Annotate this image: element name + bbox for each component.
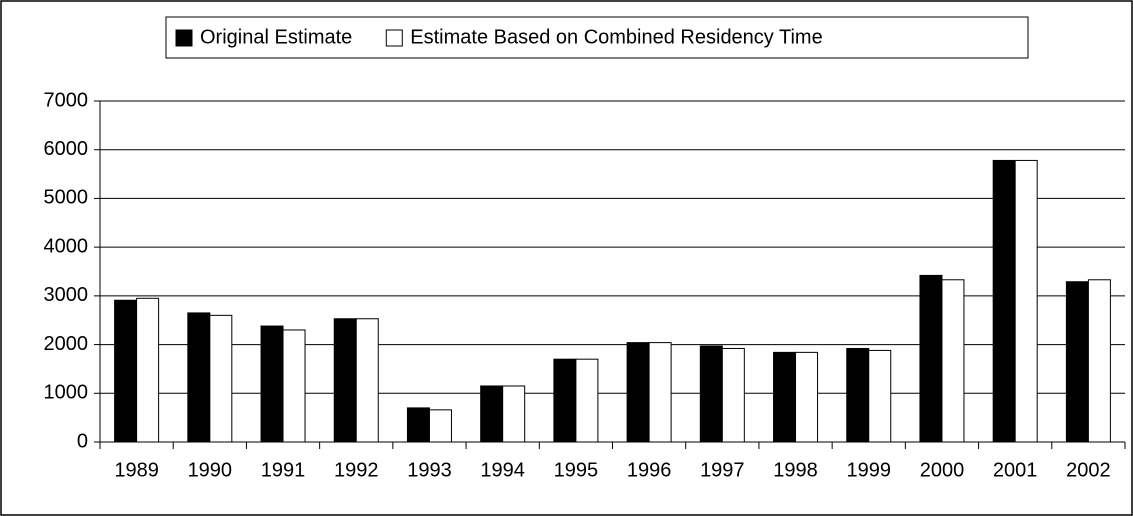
- legend-swatch: [175, 29, 193, 47]
- legend-box: [165, 16, 1029, 59]
- x-tick-label: 1996: [627, 459, 672, 481]
- y-tick-label: 3000: [44, 284, 89, 306]
- x-tick-label: 2000: [920, 459, 965, 481]
- x-tick-label: 1997: [700, 459, 745, 481]
- x-tick-label: 1995: [554, 459, 599, 481]
- bar: [187, 312, 211, 443]
- bar: [1065, 281, 1089, 443]
- y-tick-label: 1000: [44, 382, 89, 404]
- bar: [209, 314, 233, 443]
- x-tick-label: 1998: [773, 459, 818, 481]
- bar: [626, 342, 650, 443]
- y-tick-label: 6000: [44, 138, 89, 160]
- bar: [846, 347, 870, 443]
- bar: [648, 342, 672, 443]
- x-tick-label: 1994: [480, 459, 525, 481]
- bar: [721, 347, 745, 443]
- bar: [355, 318, 379, 443]
- bar: [502, 385, 526, 443]
- bar: [919, 274, 943, 443]
- legend-label: Original Estimate: [200, 26, 352, 48]
- bar: [553, 358, 577, 443]
- bar: [333, 318, 357, 443]
- x-tick-label: 2001: [993, 459, 1038, 481]
- y-tick-label: 0: [77, 430, 88, 452]
- bar: [575, 358, 599, 443]
- bar: [136, 297, 160, 443]
- y-tick-label: 2000: [44, 333, 89, 355]
- x-tick-label: 1993: [407, 459, 452, 481]
- bar: [992, 159, 1016, 443]
- legend-swatch: [385, 29, 403, 47]
- y-tick-label: 4000: [44, 235, 89, 257]
- x-tick-label: 2002: [1066, 459, 1111, 481]
- y-tick-label: 7000: [44, 89, 89, 111]
- bar: [428, 409, 452, 443]
- x-tick-label: 1990: [188, 459, 233, 481]
- x-tick-label: 1992: [334, 459, 379, 481]
- y-tick-label: 5000: [44, 187, 89, 209]
- bar: [699, 345, 723, 443]
- bar: [1087, 279, 1111, 443]
- x-tick-label: 1991: [261, 459, 306, 481]
- x-tick-label: 1989: [114, 459, 159, 481]
- bar: [260, 325, 284, 443]
- bar: [773, 351, 797, 443]
- bar: [406, 407, 430, 443]
- bar: [1014, 159, 1038, 443]
- legend-label: Estimate Based on Combined Residency Tim…: [410, 26, 822, 48]
- bar: [941, 279, 965, 443]
- x-tick-label: 1999: [847, 459, 892, 481]
- bar: [282, 329, 306, 443]
- bar: [480, 385, 504, 443]
- bar: [795, 351, 819, 443]
- bar: [114, 299, 138, 443]
- bar: [868, 349, 892, 443]
